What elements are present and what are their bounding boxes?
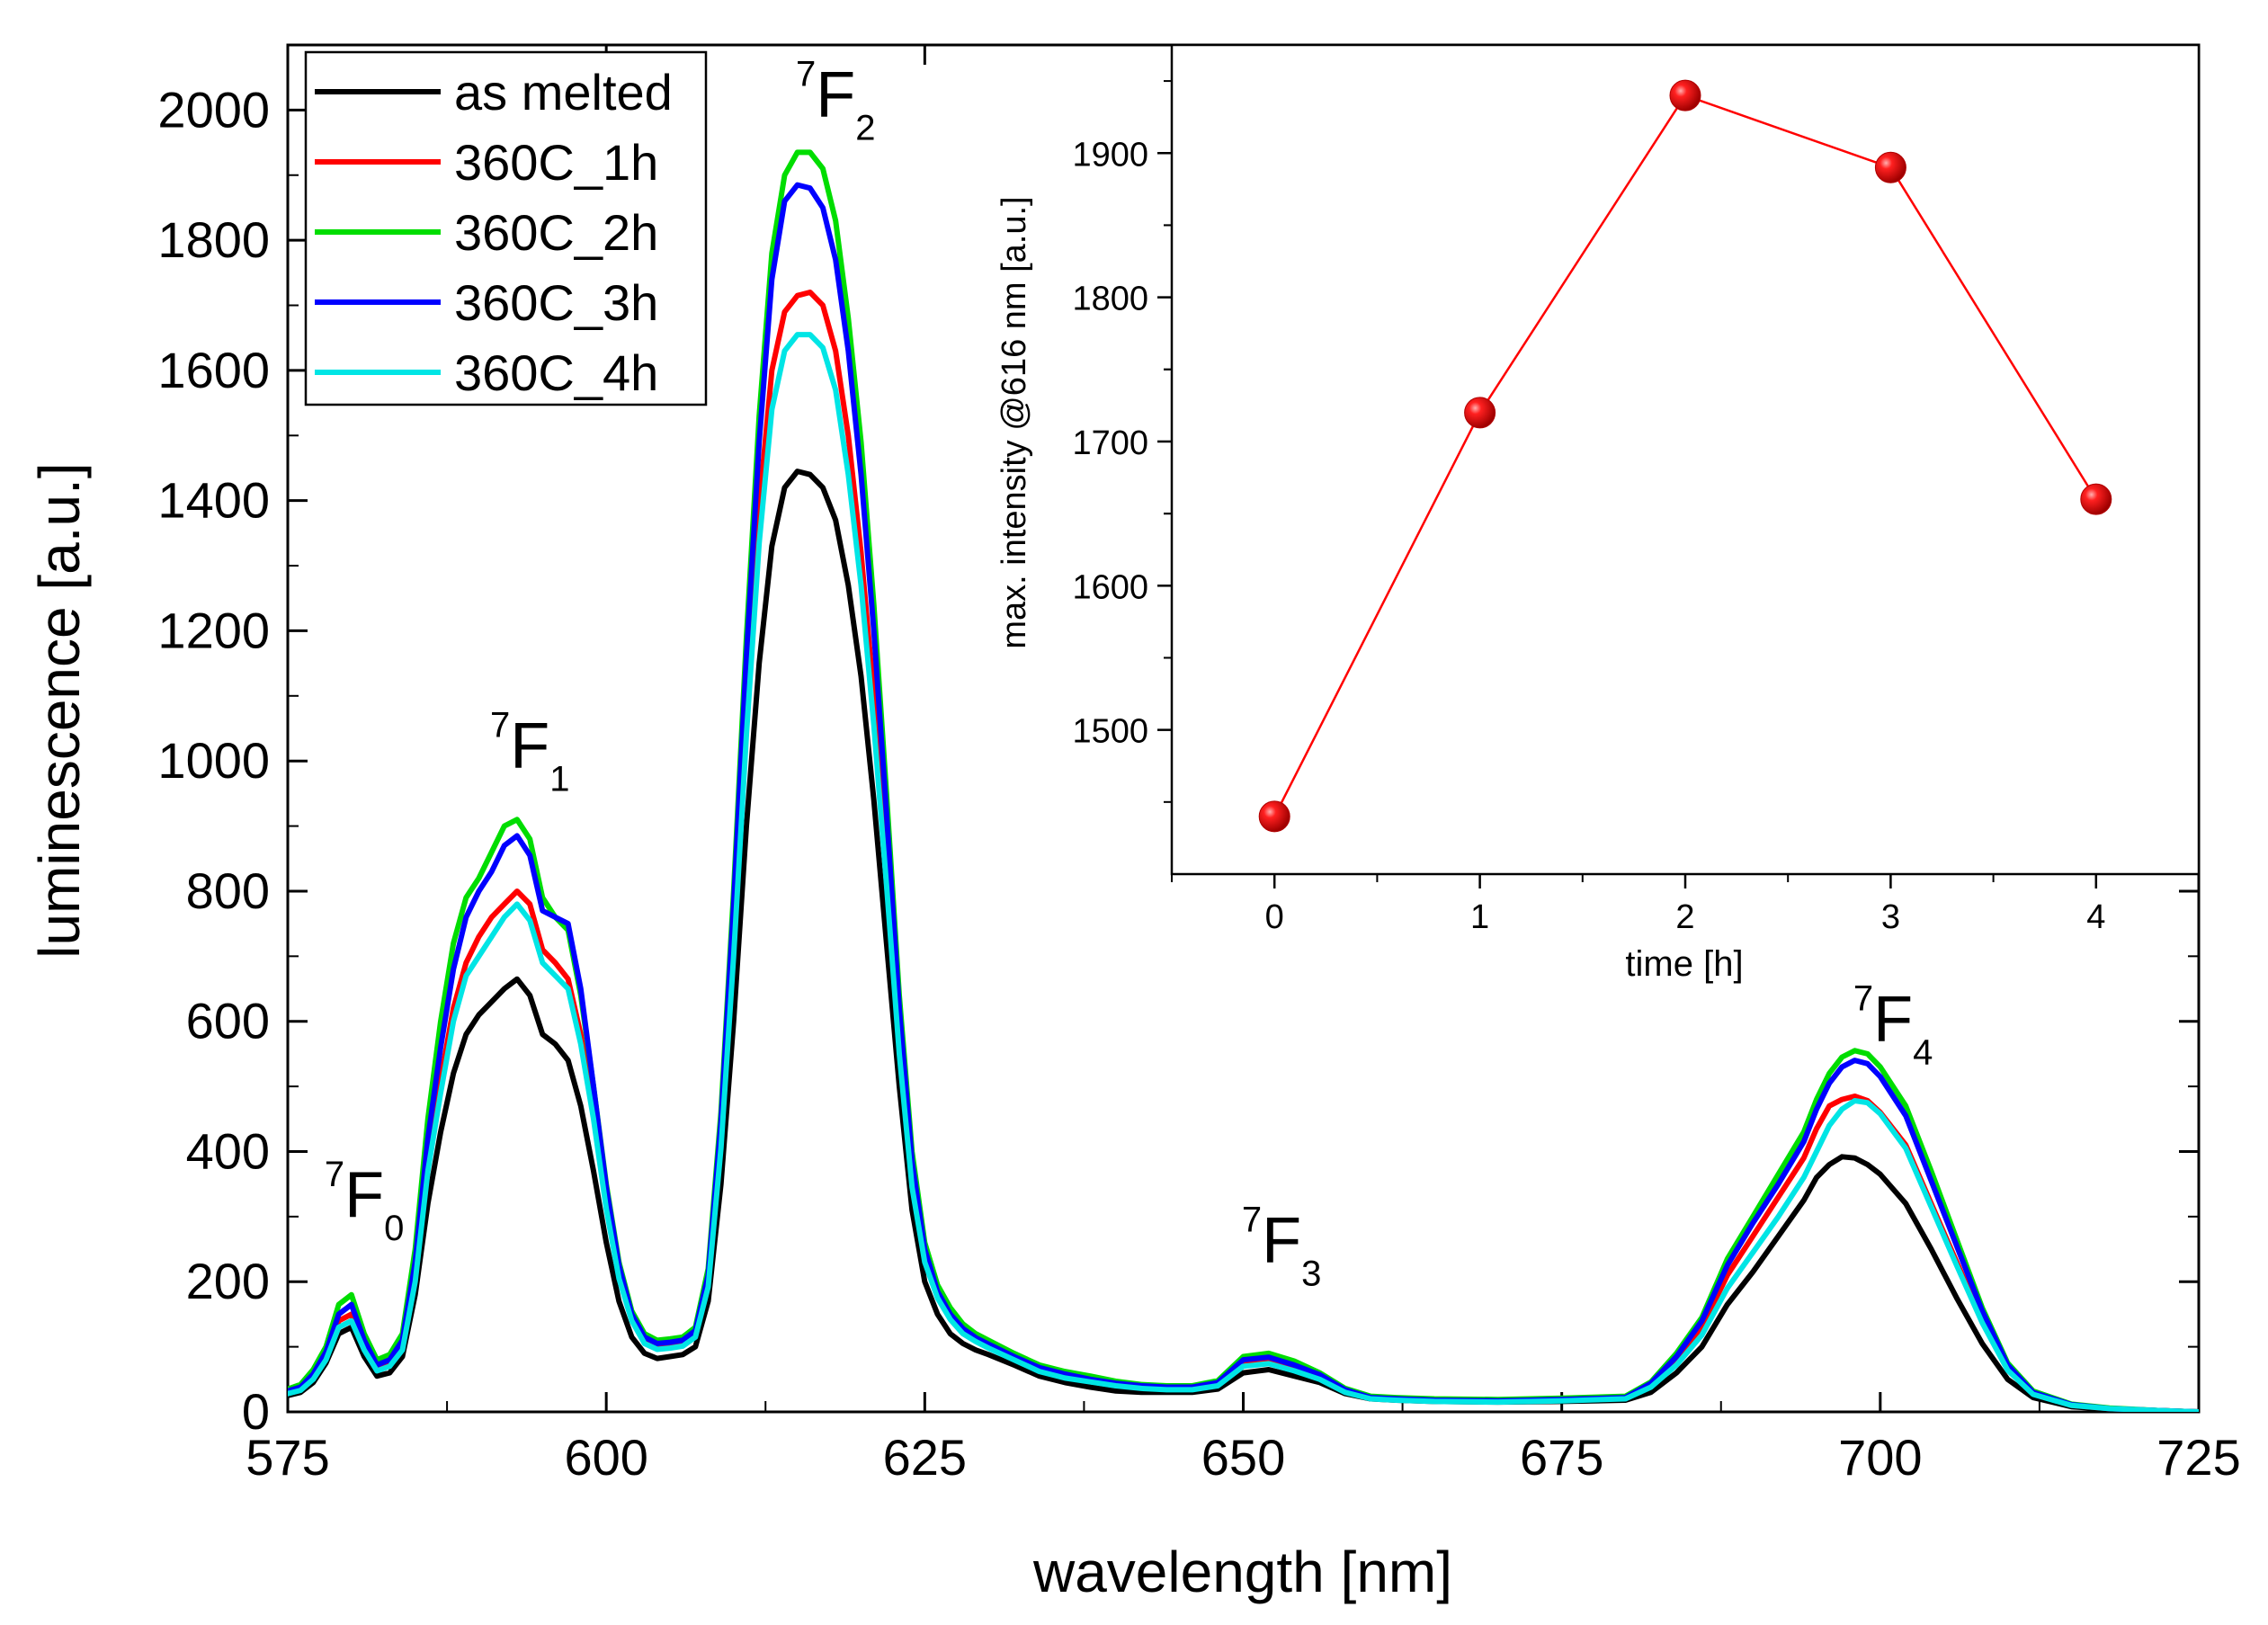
legend: as melted 360C_1h 360C_2h 360C_3h 360C_4h xyxy=(304,50,708,406)
inset-y-tick-label: 1900 xyxy=(1072,136,1148,174)
transition-label: 7F4 xyxy=(1853,978,1933,1072)
j-subscript: 4 xyxy=(1913,1032,1933,1072)
y-tick-label: 400 xyxy=(186,1122,270,1179)
y-tick-label: 600 xyxy=(186,993,270,1049)
inset-y-tick-label: 1600 xyxy=(1072,568,1148,606)
j-subscript: 0 xyxy=(384,1209,404,1248)
legend-label: 360C_4h xyxy=(454,344,658,401)
y-tick-label: 1600 xyxy=(157,342,270,398)
y-tick-label: 1800 xyxy=(157,211,270,268)
inset-data-point xyxy=(1874,151,1906,183)
y-tick-label: 1400 xyxy=(157,472,270,529)
transition-label: 7F0 xyxy=(325,1155,404,1248)
term-symbol: F xyxy=(344,1159,384,1231)
level-superscript: 7 xyxy=(490,705,510,745)
inset-x-tick-label: 4 xyxy=(2086,898,2105,936)
y-tick-label: 1000 xyxy=(157,732,270,789)
inset-plot-frame xyxy=(1170,43,2201,876)
x-tick-label: 650 xyxy=(1201,1429,1285,1486)
term-symbol: F xyxy=(510,710,549,781)
level-superscript: 7 xyxy=(1242,1201,1262,1240)
transition-text: 7F2 xyxy=(796,55,875,148)
legend-label: 360C_3h xyxy=(454,274,658,331)
level-superscript: 7 xyxy=(796,55,816,94)
j-subscript: 1 xyxy=(549,759,569,799)
x-axis-title: wavelength [nm] xyxy=(1032,1540,1452,1604)
x-tick-label: 700 xyxy=(1838,1429,1922,1486)
legend-box xyxy=(304,50,708,406)
transition-text: 7F1 xyxy=(490,705,569,799)
inset-data-point xyxy=(1669,79,1701,112)
inset-x-axis-title: time [h] xyxy=(1625,944,1743,984)
level-superscript: 7 xyxy=(1853,978,1873,1018)
term-symbol: F xyxy=(1873,983,1913,1055)
inset-y-tick-label: 1800 xyxy=(1072,281,1148,318)
series-line-as-melted xyxy=(288,469,2199,1412)
term-symbol: F xyxy=(816,59,855,131)
y-tick-label: 200 xyxy=(186,1253,270,1309)
inset-axis-ticks: 0 1 2 3 4 1500 1600 1700 1800 1900 xyxy=(1072,80,2105,936)
transition-text: 7F4 xyxy=(1853,978,1933,1072)
main-axis-ticks: 575 600 625 650 675 700 7250200400600800100012… xyxy=(157,44,2241,1486)
x-tick-label: 625 xyxy=(883,1429,967,1486)
inset-data-point xyxy=(1258,800,1290,833)
inset-x-tick-label: 0 xyxy=(1265,898,1284,936)
x-tick-label: 575 xyxy=(246,1429,329,1486)
transition-label: 7F2 xyxy=(796,55,875,148)
inset-x-tick-label: 3 xyxy=(1881,898,1900,936)
y-tick-label: 1200 xyxy=(157,602,270,658)
inset-y-axis-title: max. intensity @616 nm [a.u.] xyxy=(996,196,1033,648)
legend-label: as melted xyxy=(454,64,673,121)
inset-data-point xyxy=(1464,397,1496,429)
legend-label: 360C_1h xyxy=(454,134,658,191)
inset-series-group xyxy=(1258,79,2112,833)
main-series-group xyxy=(288,149,2199,1412)
x-tick-label: 600 xyxy=(564,1429,647,1486)
level-superscript: 7 xyxy=(325,1155,344,1194)
inset-data-point xyxy=(2080,483,2112,515)
j-subscript: 2 xyxy=(855,109,875,148)
transition-text: 7F0 xyxy=(325,1155,404,1248)
inset-y-tick-label: 1500 xyxy=(1072,713,1148,751)
inset-chart: 0 1 2 3 4 1500 1600 1700 1800 1900 time [h] max. … xyxy=(996,43,2201,984)
y-tick-label: 800 xyxy=(186,862,270,919)
y-tick-label: 0 xyxy=(242,1383,270,1440)
y-tick-label: 2000 xyxy=(157,81,270,138)
term-symbol: F xyxy=(1262,1205,1301,1277)
series-line-360c-4h xyxy=(288,332,2199,1412)
inset-x-tick-label: 1 xyxy=(1470,898,1489,936)
inset-y-tick-label: 1700 xyxy=(1072,424,1148,462)
transition-text: 7F3 xyxy=(1242,1201,1321,1294)
y-axis-title: luminescence [a.u.] xyxy=(27,462,92,958)
legend-label: 360C_2h xyxy=(454,204,658,261)
x-tick-label: 725 xyxy=(2156,1429,2240,1486)
x-tick-label: 675 xyxy=(1520,1429,1603,1486)
j-subscript: 3 xyxy=(1301,1254,1321,1294)
transition-label: 7F3 xyxy=(1242,1201,1321,1294)
inset-x-tick-label: 2 xyxy=(1675,898,1694,936)
transition-label: 7F1 xyxy=(490,705,569,799)
